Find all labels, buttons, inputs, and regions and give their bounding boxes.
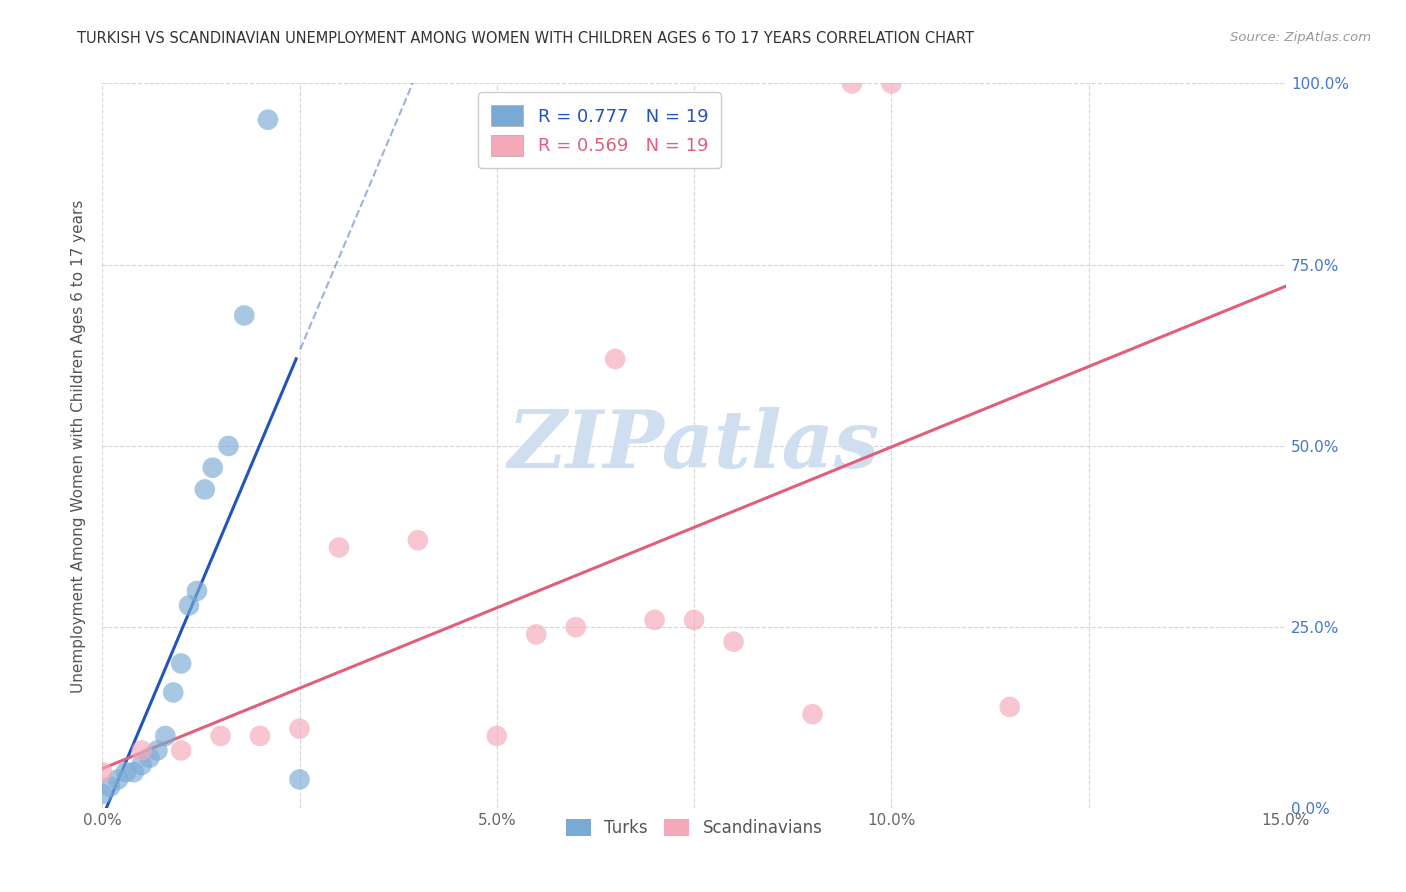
Point bbox=[605, 351, 627, 366]
Point bbox=[998, 700, 1021, 714]
Text: ZIPatlas: ZIPatlas bbox=[508, 407, 880, 484]
Point bbox=[485, 729, 508, 743]
Text: Source: ZipAtlas.com: Source: ZipAtlas.com bbox=[1230, 31, 1371, 45]
Point bbox=[841, 77, 863, 91]
Point bbox=[801, 707, 824, 722]
Point bbox=[131, 758, 153, 772]
Point bbox=[564, 620, 586, 634]
Point bbox=[162, 685, 184, 699]
Point bbox=[107, 772, 129, 787]
Point bbox=[91, 765, 114, 780]
Text: TURKISH VS SCANDINAVIAN UNEMPLOYMENT AMONG WOMEN WITH CHILDREN AGES 6 TO 17 YEAR: TURKISH VS SCANDINAVIAN UNEMPLOYMENT AMO… bbox=[77, 31, 974, 46]
Point bbox=[170, 743, 193, 757]
Point bbox=[644, 613, 666, 627]
Point bbox=[218, 439, 240, 453]
Point bbox=[186, 583, 208, 598]
Point bbox=[288, 722, 311, 736]
Point bbox=[146, 743, 169, 757]
Point bbox=[288, 772, 311, 787]
Point bbox=[683, 613, 706, 627]
Point bbox=[122, 765, 145, 780]
Point bbox=[209, 729, 232, 743]
Point bbox=[328, 541, 350, 555]
Point bbox=[257, 112, 280, 127]
Point bbox=[880, 77, 903, 91]
Point bbox=[115, 765, 138, 780]
Point bbox=[131, 743, 153, 757]
Point bbox=[201, 460, 224, 475]
Point bbox=[98, 780, 121, 794]
Point bbox=[524, 627, 547, 641]
Point bbox=[723, 634, 745, 648]
Point bbox=[233, 309, 256, 323]
Point bbox=[170, 657, 193, 671]
Point bbox=[138, 750, 160, 764]
Point bbox=[194, 483, 217, 497]
Point bbox=[406, 533, 429, 548]
Point bbox=[177, 599, 200, 613]
Y-axis label: Unemployment Among Women with Children Ages 6 to 17 years: Unemployment Among Women with Children A… bbox=[72, 199, 86, 692]
Legend: Turks, Scandinavians: Turks, Scandinavians bbox=[560, 812, 830, 844]
Point bbox=[91, 787, 114, 801]
Point bbox=[155, 729, 177, 743]
Point bbox=[249, 729, 271, 743]
